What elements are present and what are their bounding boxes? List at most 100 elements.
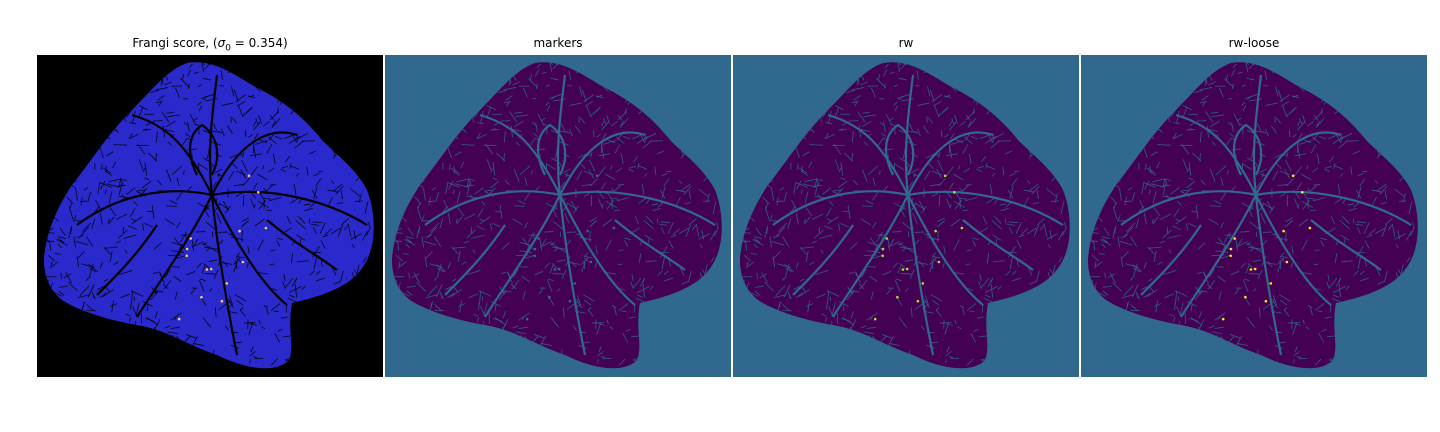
highlight-speck: [209, 267, 213, 271]
highlight-speck: [605, 191, 608, 194]
panel-rw: [733, 55, 1079, 377]
highlight-speck: [220, 299, 224, 303]
leaf-vein: [1310, 219, 1382, 271]
leaf-vein: [559, 190, 716, 226]
highlight-speck: [264, 226, 268, 230]
leaf-vein: [444, 224, 506, 296]
leaf-vein: [537, 123, 567, 176]
leaf-vein: [266, 219, 338, 271]
highlight-speck: [553, 268, 557, 271]
rw-loose-image: [1081, 55, 1427, 377]
leaf-vein: [559, 131, 646, 196]
highlight-speck: [943, 174, 947, 178]
highlight-speck: [568, 299, 572, 303]
leaf-vein: [772, 190, 909, 226]
highlight-speck: [1282, 229, 1285, 233]
highlight-speck: [589, 260, 593, 264]
leaf-vein: [962, 219, 1034, 271]
highlight-speck: [934, 229, 937, 233]
panel-title-frangi: Frangi score, (σ0 = 0.354): [132, 36, 288, 54]
highlight-speck: [548, 295, 551, 299]
rw-image: [733, 55, 1079, 377]
leaf-vein: [211, 194, 288, 306]
leaf-vein: [558, 194, 587, 356]
leaf-vein: [559, 194, 636, 306]
frangi-image: [37, 55, 383, 377]
leaf-vein: [907, 194, 984, 306]
highlight-speck: [225, 282, 229, 285]
highlight-speck: [257, 191, 260, 194]
highlight-speck: [1291, 174, 1295, 178]
highlight-speck: [525, 317, 529, 321]
highlight-speck: [185, 247, 189, 251]
highlight-speck: [896, 295, 899, 299]
highlight-speck: [586, 229, 589, 233]
leaf-vein: [1175, 113, 1257, 196]
highlight-speck: [185, 254, 188, 258]
leaf-vein: [211, 190, 368, 226]
highlight-speck: [960, 226, 964, 230]
highlight-speck: [1233, 237, 1236, 240]
highlight-speck: [885, 237, 888, 240]
leaf-vein: [1120, 190, 1257, 226]
panel-markers: [385, 55, 731, 377]
highlight-speck: [238, 229, 241, 233]
highlight-speck: [901, 268, 905, 271]
panel-frangi: [37, 55, 383, 377]
highlight-speck: [573, 282, 577, 285]
highlight-speck: [533, 247, 537, 251]
highlight-speck: [557, 267, 561, 271]
leaf-vein: [832, 194, 909, 318]
leaf-vein: [131, 113, 213, 196]
highlight-speck: [905, 267, 909, 271]
leaf-vein: [792, 224, 854, 296]
leaf-vein: [907, 190, 1064, 226]
panel-title-markers: markers: [533, 36, 583, 50]
markers-image: [385, 55, 731, 377]
highlight-speck: [1308, 226, 1312, 230]
highlight-speck: [881, 254, 884, 258]
leaf-vein: [885, 123, 915, 176]
highlight-speck: [200, 295, 203, 299]
highlight-speck: [916, 299, 920, 303]
leaf-vein: [210, 194, 239, 356]
leaf-vein: [614, 219, 686, 271]
highlight-speck: [595, 174, 599, 178]
leaf-vein: [76, 190, 213, 226]
highlight-speck: [205, 268, 209, 271]
highlight-speck: [612, 226, 616, 230]
leaf-vein: [1255, 194, 1332, 306]
highlight-speck: [921, 282, 925, 285]
highlight-speck: [937, 260, 941, 264]
leaf-vein: [906, 194, 935, 356]
leaf-vein: [1140, 224, 1202, 296]
highlight-speck: [537, 237, 540, 240]
highlight-speck: [1221, 317, 1225, 321]
highlight-speck: [1301, 191, 1304, 194]
highlight-speck: [247, 174, 251, 178]
highlight-speck: [1229, 254, 1232, 258]
highlight-speck: [241, 260, 245, 264]
leaf-vein: [479, 113, 561, 196]
highlight-speck: [873, 317, 877, 321]
highlight-speck: [189, 237, 192, 240]
leaf-vein: [1180, 194, 1257, 318]
leaf-vein: [907, 131, 994, 196]
leaf-vein: [96, 224, 158, 296]
leaf-vein: [136, 194, 213, 318]
highlight-speck: [881, 247, 885, 251]
highlight-speck: [177, 317, 181, 321]
panel-title-rw-loose: rw-loose: [1228, 36, 1280, 50]
highlight-speck: [1269, 282, 1273, 285]
highlight-speck: [1229, 247, 1233, 251]
highlight-speck: [1253, 267, 1257, 271]
panel-rw-loose: [1081, 55, 1427, 377]
highlight-speck: [1244, 295, 1247, 299]
leaf-vein: [484, 194, 561, 318]
panel-title-rw: rw: [898, 36, 914, 50]
leaf-vein: [1255, 131, 1342, 196]
highlight-speck: [1285, 260, 1289, 264]
highlight-speck: [1264, 299, 1268, 303]
leaf-vein: [1255, 190, 1412, 226]
leaf-vein: [424, 190, 561, 226]
